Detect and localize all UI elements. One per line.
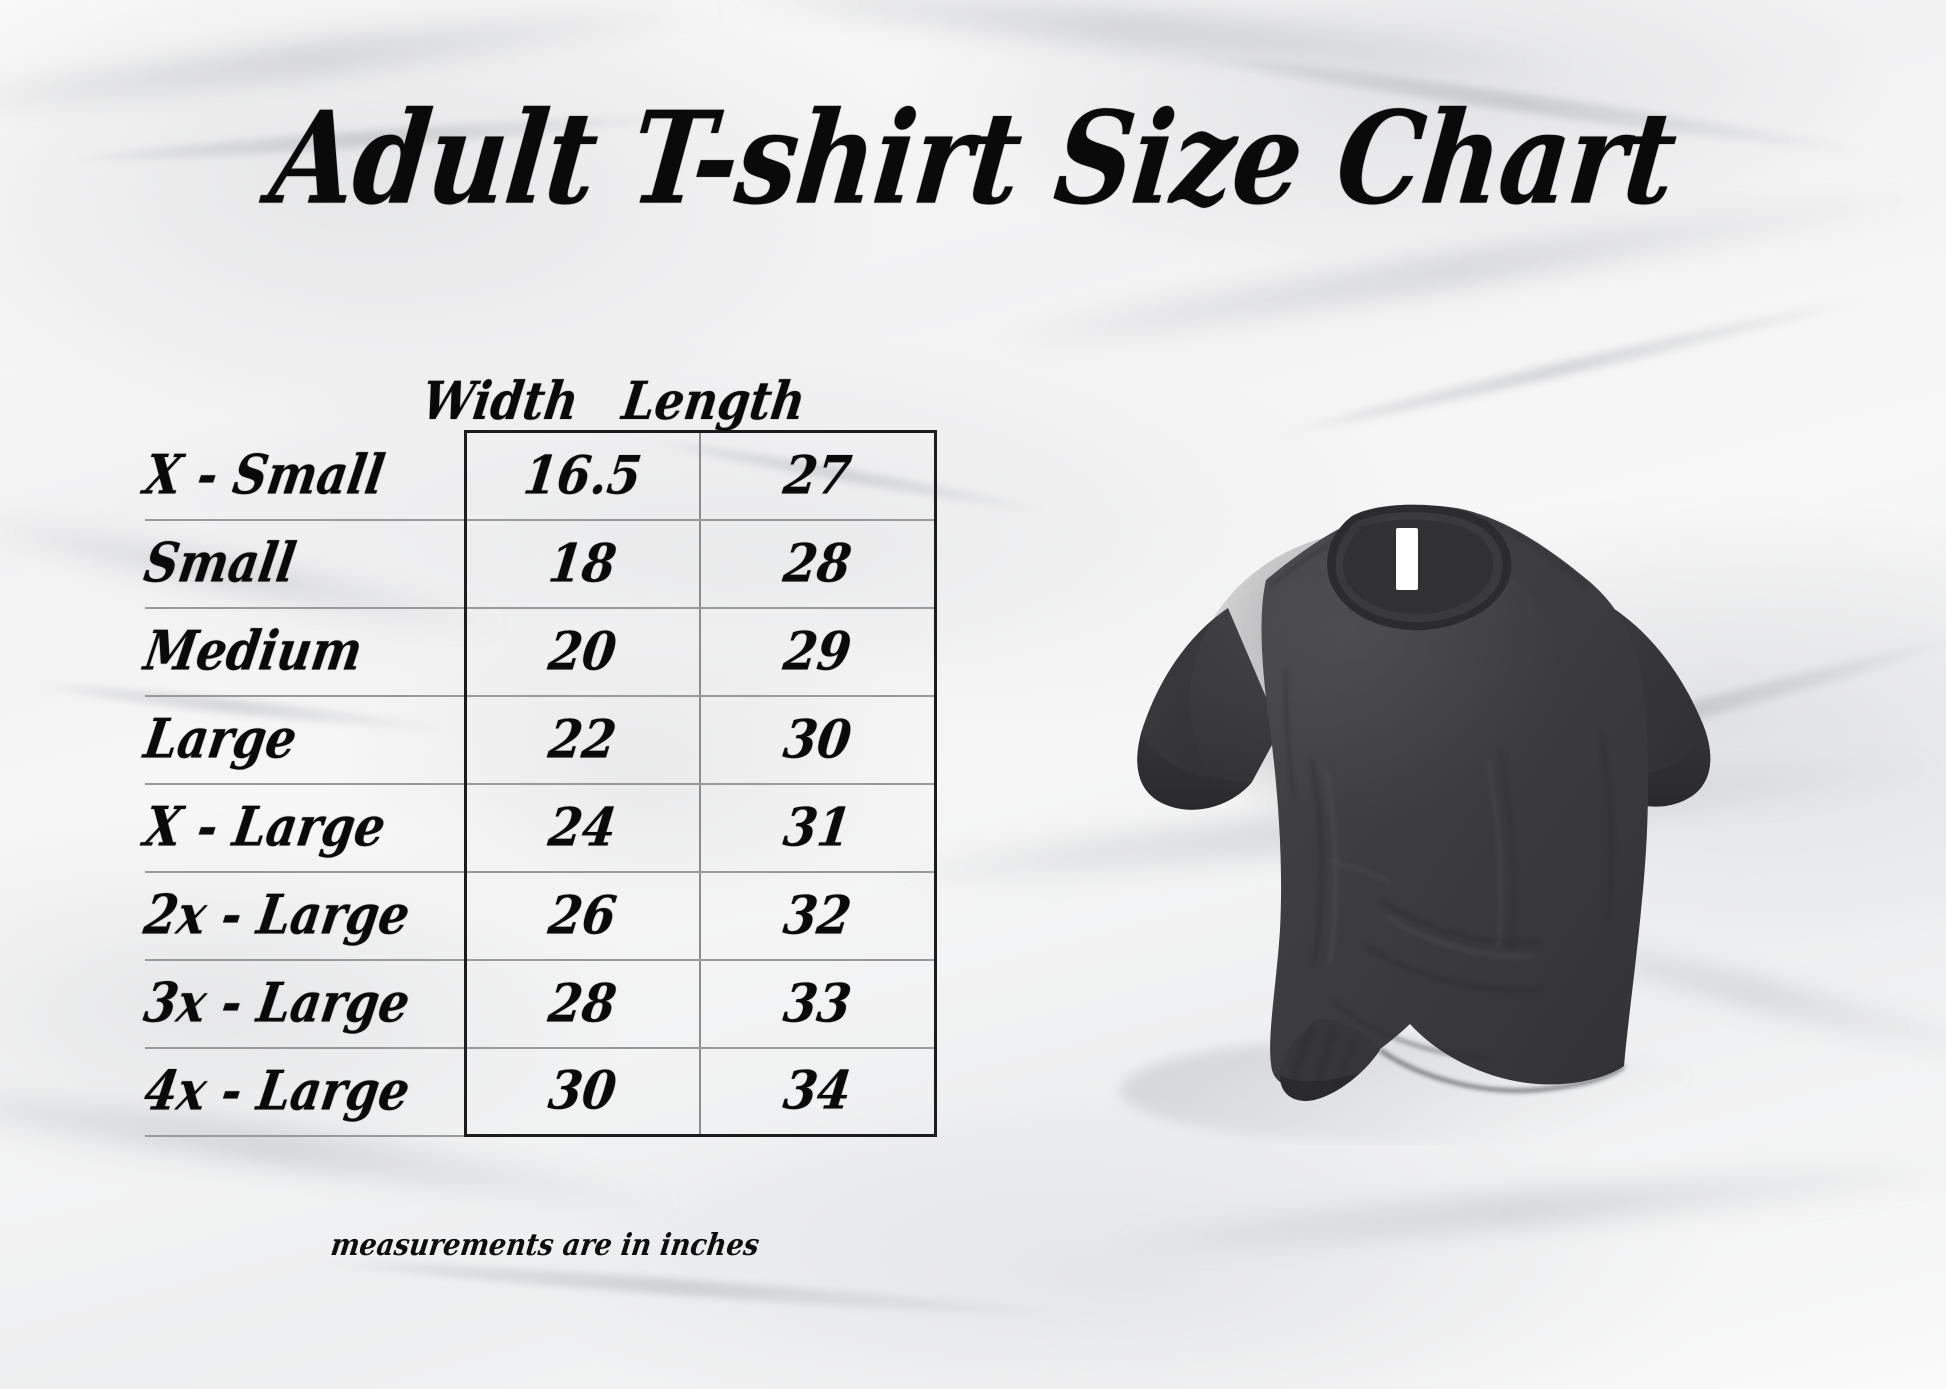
column-header-width: Width [418, 370, 583, 432]
table-row: X - Small 16.5 27 [140, 430, 937, 521]
cell-size: Large [140, 695, 465, 785]
cell-length: 28 [700, 519, 937, 609]
table-row: 4x - Large 30 34 [140, 1047, 937, 1137]
cell-width: 16.5 [463, 430, 701, 521]
cell-width: 26 [463, 871, 701, 961]
tshirt-knot-folds [1292, 1029, 1358, 1085]
cell-width: 24 [463, 783, 701, 873]
table-column-headers: Width Length [145, 345, 945, 432]
size-label-text: Small [139, 531, 300, 596]
cell-size: 4x - Large [140, 1047, 465, 1137]
tshirt-illustration [1120, 504, 1711, 1144]
cell-width: 28 [463, 959, 701, 1049]
table-row: X - Large 24 31 [140, 783, 937, 873]
size-label-text: 3x - Large [139, 971, 415, 1036]
tshirt-neck-inner [1343, 519, 1494, 615]
page-title: Adult T-shirt Size Chart [264, 84, 1682, 234]
table-row: 2x - Large 26 32 [140, 871, 937, 961]
cell-length: 27 [700, 430, 937, 521]
size-table: X - Small 16.5 27 Small 18 28 Medium 20 … [140, 430, 937, 1137]
cell-size: 2x - Large [140, 871, 465, 961]
cell-size: Medium [140, 607, 465, 697]
cell-width: 30 [463, 1047, 701, 1137]
cell-length: 29 [700, 607, 937, 697]
size-label-text: X - Small [139, 443, 389, 507]
cell-width: 22 [463, 695, 701, 785]
table-row: 3x - Large 28 33 [140, 959, 937, 1049]
tshirt-highlight-folds [1324, 759, 1537, 965]
cell-length: 30 [700, 695, 937, 785]
cell-size: X - Small [140, 431, 465, 521]
size-label-text: X - Large [139, 795, 390, 860]
size-label-text: Medium [139, 619, 367, 684]
size-chart-table-wrapper: Width Length X - Small 16.5 27 Small 18 … [140, 345, 945, 1137]
cell-size: Small [140, 519, 465, 609]
measurement-note: measurements are in inches [328, 1228, 762, 1263]
cell-length: 34 [700, 1047, 937, 1137]
tshirt-neck-tag [1396, 528, 1418, 590]
cell-size: 3x - Large [140, 959, 465, 1049]
cell-length: 31 [700, 783, 937, 873]
tshirt-hem [1378, 1048, 1626, 1093]
column-header-length: Length [618, 370, 810, 432]
table-row: Medium 20 29 [140, 607, 937, 697]
cell-length: 33 [700, 959, 937, 1049]
tshirt-right-shoulder-seam [1479, 516, 1587, 587]
tshirt-image [1080, 430, 1770, 1145]
cell-size: X - Large [140, 783, 465, 873]
size-label-text: Large [139, 707, 302, 772]
cell-width: 20 [463, 607, 701, 697]
cell-length: 32 [700, 871, 937, 961]
tshirt-left-shoulder-seam [1269, 520, 1373, 587]
size-label-text: 4x - Large [139, 1059, 415, 1124]
size-label-text: 2x - Large [139, 883, 415, 948]
table-row: Large 22 30 [140, 695, 937, 785]
cell-width: 18 [463, 519, 701, 609]
table-row: Small 18 28 [140, 519, 937, 609]
